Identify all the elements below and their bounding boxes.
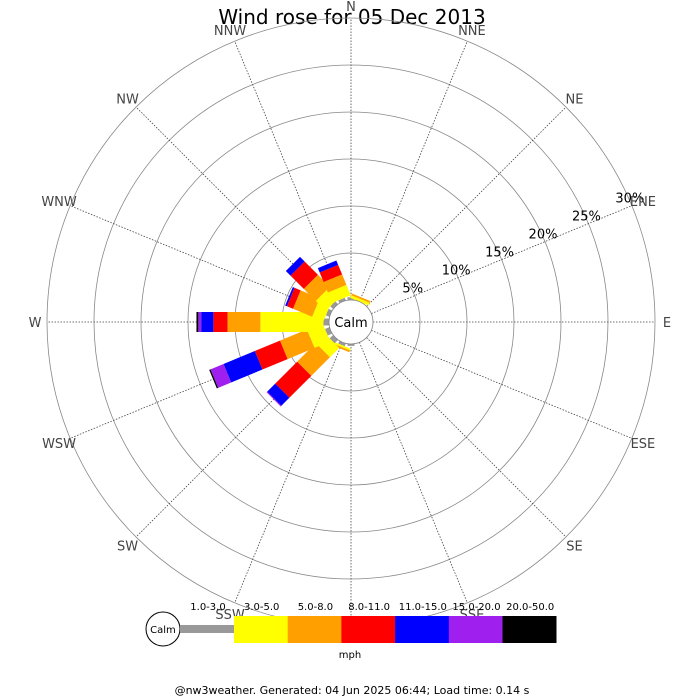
- bar-ssw-1.0-3.0: [338, 340, 346, 347]
- spoke-se: [366, 337, 567, 538]
- legend-range-label: 3.0-5.0: [244, 602, 279, 613]
- bar-nw-8.0-11.0: [290, 261, 318, 289]
- legend-swatch-5.0-8.0: [287, 616, 342, 643]
- legend-swatch-15.0-20.0: [448, 616, 503, 643]
- calm-circle: [328, 299, 374, 345]
- spoke-sw: [135, 337, 336, 538]
- bar-w-3.0-5.0: [260, 312, 324, 332]
- bar-wsw-8.0-11.0: [254, 340, 288, 370]
- spoke-wnw: [69, 205, 331, 314]
- bar-sw-5.0-8.0: [297, 343, 330, 376]
- direction-label-nnw: NNW: [214, 24, 246, 39]
- bar-nnw-3.0-5.0: [327, 284, 351, 303]
- bar-w-8.0-11.0: [213, 312, 228, 332]
- ring-label: 30%: [615, 192, 644, 207]
- legend-range-label: 15.0-20.0: [452, 602, 500, 613]
- ring-label: 15%: [485, 246, 514, 261]
- bar-w-15.0-20.0: [198, 312, 202, 332]
- direction-label-w: W: [29, 316, 42, 331]
- bar-sw-1.0-3.0: [329, 335, 338, 344]
- spoke-nne: [359, 40, 468, 302]
- polar-grid: [46, 17, 656, 627]
- direction-label-nw: NW: [116, 93, 139, 108]
- legend-range-label: 5.0-8.0: [298, 602, 333, 613]
- footer-text: @nw3weather. Generated: 04 Jun 2025 06:4…: [175, 684, 530, 697]
- bar-sw-8.0-11.0: [275, 361, 312, 398]
- spoke-ene: [371, 205, 633, 314]
- legend-swatch-1-3: [180, 625, 234, 633]
- bar-nnw-5.0-8.0: [323, 274, 347, 293]
- spoke-ssw: [234, 342, 343, 604]
- legend-range-label: 1.0-3.0: [190, 602, 225, 613]
- direction-label-n: N: [346, 0, 356, 15]
- bar-nne-5.0-8.0: [351, 293, 371, 303]
- direction-label-wnw: WNW: [41, 195, 77, 210]
- ring-label: 25%: [572, 210, 601, 225]
- bar-nw-1.0-3.0: [330, 301, 338, 309]
- legend-swatch-20.0-50.0: [502, 616, 557, 643]
- ring-label: 20%: [529, 228, 558, 243]
- legend-range-label: 11.0-15.0: [399, 602, 447, 613]
- spoke-wsw: [69, 330, 331, 439]
- legend-calm-label: Calm: [150, 625, 176, 636]
- ring-percent-labels: 5% 10% 15% 20% 25% 30%: [402, 192, 644, 297]
- legend-range-label: 20.0-50.0: [506, 602, 554, 613]
- speed-legend: Calm 1.0-3.0 3.0-5.0 5.0-8.0 8.0-11.0 11.0-15…: [145, 602, 557, 647]
- bar-wsw-1.0-3.0: [324, 327, 333, 336]
- grid-ring: [140, 111, 562, 533]
- direction-label-e: E: [663, 316, 671, 331]
- spoke-ese: [371, 330, 633, 439]
- bar-w-20.0-50.0: [196, 312, 199, 332]
- bar-nne-3.0-5.0: [350, 295, 370, 306]
- bar-wsw-11.0-15.0: [223, 351, 263, 383]
- bar-w-1.0-3.0: [323, 318, 329, 326]
- legend-swatch-11.0-15.0: [395, 616, 450, 643]
- bar-wnw-8.0-11.0: [286, 287, 301, 309]
- bar-nnw-1.0-3.0: [338, 297, 346, 304]
- bar-wsw-20.0-50.0: [209, 369, 219, 389]
- bar-nnw-8.0-11.0: [319, 264, 343, 283]
- units-label: mph: [339, 650, 361, 661]
- direction-label-se: SE: [566, 539, 582, 554]
- wind-bars: [196, 256, 371, 407]
- bar-ssw-3.0-5.0: [331, 341, 351, 351]
- bar-sw-15.0-20.0: [266, 391, 282, 407]
- bar-s-1.0-3.0: [347, 344, 355, 346]
- bar-wsw-15.0-20.0: [210, 363, 232, 388]
- bar-w-11.0-15.0: [201, 312, 214, 332]
- ring-label: 5%: [402, 282, 423, 297]
- direction-label-sw: SW: [117, 539, 138, 554]
- bar-w-5.0-8.0: [227, 312, 261, 332]
- spoke-nnw: [234, 40, 343, 302]
- bar-wnw-11.0-15.0: [285, 287, 295, 307]
- legend-swatch-3.0-5.0: [234, 616, 288, 643]
- spoke-ne: [366, 106, 567, 307]
- bar-nnw-11.0-15.0: [317, 260, 339, 273]
- spoke-nw: [135, 106, 336, 307]
- direction-label-wsw: WSW: [42, 437, 76, 452]
- calm-center: Calm: [328, 299, 374, 345]
- bar-wnw-1.0-3.0: [325, 308, 333, 317]
- direction-label-ene: ENE: [630, 195, 656, 210]
- direction-label-nne: NNE: [458, 24, 486, 39]
- calm-label: Calm: [334, 316, 367, 331]
- ring-label: 10%: [442, 264, 471, 279]
- direction-label-ese: ESE: [631, 437, 656, 452]
- legend-range-label: 8.0-11.0: [348, 602, 390, 613]
- legend-swatch-8.0-11.0: [341, 616, 396, 643]
- bar-wsw-5.0-8.0: [279, 329, 315, 360]
- spoke-sse: [359, 342, 468, 604]
- direction-label-ne: NE: [565, 93, 583, 108]
- chart-title: Wind rose for 05 Dec 2013: [218, 5, 485, 29]
- bar-nw-11.0-15.0: [285, 256, 305, 276]
- bar-sw-11.0-15.0: [267, 383, 290, 406]
